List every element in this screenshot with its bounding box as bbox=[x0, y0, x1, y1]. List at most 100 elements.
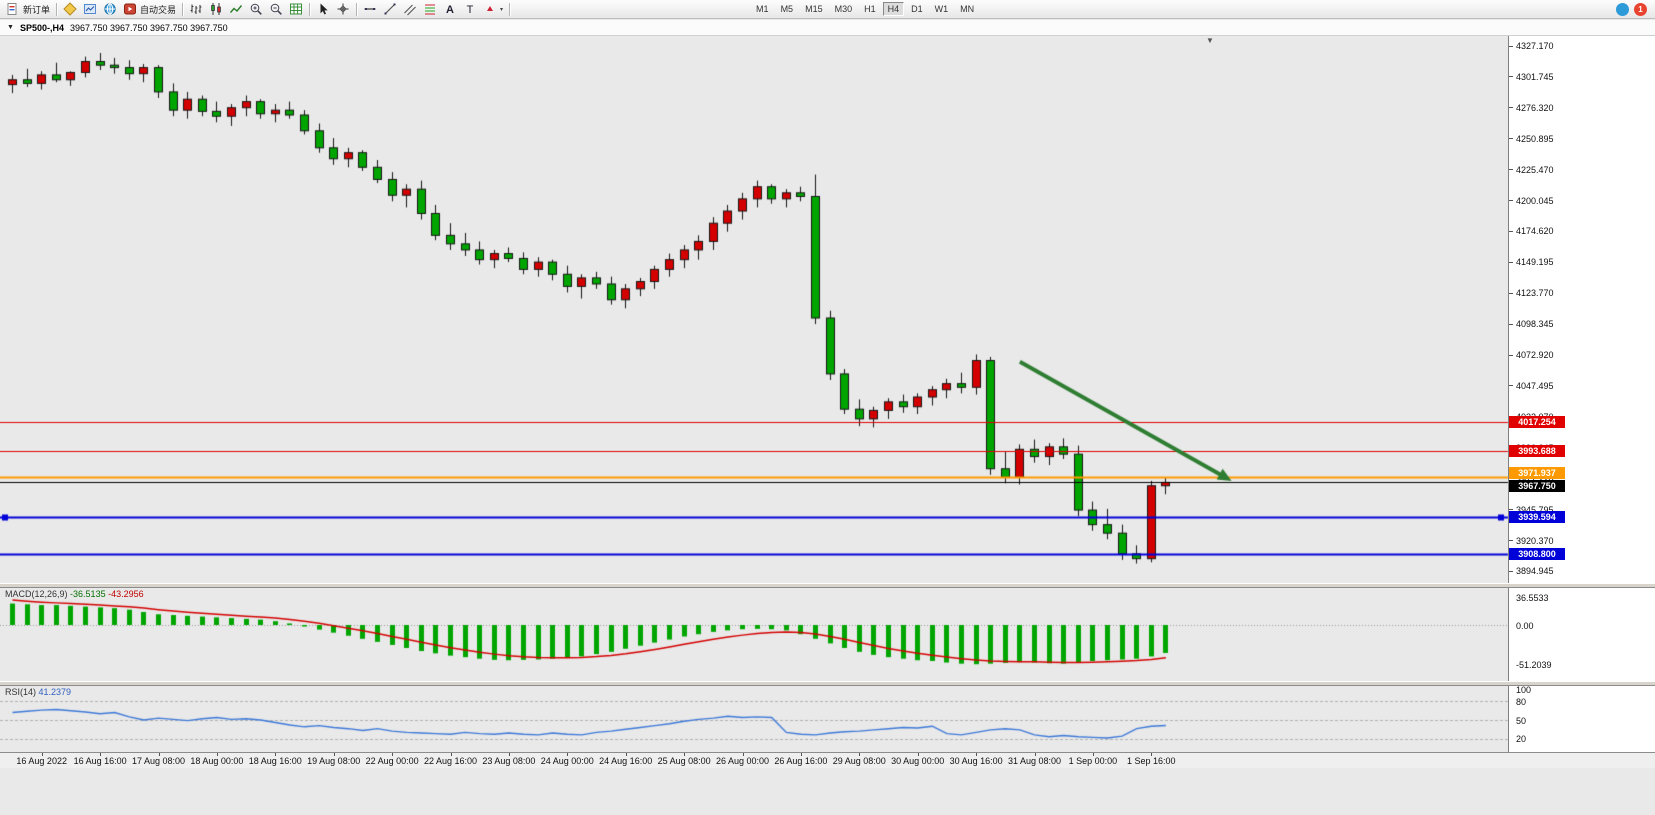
price-axis-label: 3945.795 bbox=[1516, 504, 1554, 515]
macd-indicator-label: MACD(12,26,9) -36.5135 -43.2956 bbox=[5, 589, 144, 599]
price-axis-tick bbox=[1509, 169, 1513, 171]
rsi-indicator-label: RSI(14) 41.2379 bbox=[5, 687, 71, 697]
rsi-axis-label: 80 bbox=[1516, 696, 1527, 707]
timeframe-toolbar: M1 M5 M15 M30 H1 H4 D1 W1 MN bbox=[751, 2, 979, 16]
price-axis-label: 4276.320 bbox=[1516, 102, 1554, 113]
candlestick-icon bbox=[211, 3, 221, 15]
timeframe-button-w1[interactable]: W1 bbox=[930, 2, 954, 16]
toolbar-separator bbox=[56, 2, 58, 16]
chart-window-titlebar[interactable]: ▼ SP500-,H4 3967.750 3967.750 3967.750 3… bbox=[0, 20, 1655, 36]
time-axis-label: 19 Aug 08:00 bbox=[307, 756, 361, 766]
fibonacci-button[interactable] bbox=[420, 1, 440, 18]
price-axis-tick bbox=[1509, 385, 1513, 387]
crosshair-icon bbox=[337, 3, 349, 15]
market-watch-icon bbox=[104, 3, 116, 15]
community-icon[interactable] bbox=[1616, 2, 1629, 16]
zoom-in-button[interactable] bbox=[246, 1, 266, 18]
time-axis-tick bbox=[158, 753, 160, 756]
notifications-icon[interactable]: 1 bbox=[1634, 2, 1647, 16]
time-axis-label: 29 Aug 08:00 bbox=[832, 756, 886, 766]
panel-separator-macd[interactable] bbox=[0, 583, 1655, 588]
macd-label-text: MACD(12,26,9) bbox=[5, 589, 68, 599]
trendline-button[interactable] bbox=[380, 1, 400, 18]
channel-button[interactable] bbox=[400, 1, 420, 18]
time-axis-tick bbox=[1092, 753, 1094, 756]
price-axis-label: 4072.920 bbox=[1516, 350, 1554, 361]
price-axis-label: 4225.470 bbox=[1516, 164, 1554, 175]
toolbar-right-group: 1 bbox=[1616, 2, 1647, 16]
time-axis-tick bbox=[742, 753, 744, 756]
text-label-button[interactable]: T bbox=[460, 1, 480, 18]
time-axis-tick bbox=[508, 753, 510, 756]
time-axis-tick bbox=[392, 753, 394, 756]
time-axis-tick bbox=[450, 753, 452, 756]
new-order-button[interactable]: 新订单 bbox=[3, 1, 53, 18]
timeframe-button-mn[interactable]: MN bbox=[955, 2, 979, 16]
line-chart-view-button[interactable] bbox=[226, 1, 246, 18]
window-menu-icon[interactable]: ▼ bbox=[7, 24, 14, 31]
timeframe-button-m15[interactable]: M15 bbox=[800, 2, 828, 16]
time-axis-tick bbox=[625, 753, 627, 756]
bar-chart-view-button[interactable] bbox=[186, 1, 206, 18]
new-order-label: 新订单 bbox=[23, 4, 51, 15]
market-watch-button[interactable] bbox=[100, 1, 120, 18]
rsi-label-text: RSI(14) bbox=[5, 687, 37, 697]
price-axis-label: 4149.195 bbox=[1516, 257, 1554, 268]
timeframe-button-m1[interactable]: M1 bbox=[751, 2, 774, 16]
price-axis-label: 4047.495 bbox=[1516, 380, 1554, 391]
zoom-out-button[interactable] bbox=[266, 1, 286, 18]
horizontal-line-icon bbox=[364, 8, 376, 10]
new-chart-button[interactable] bbox=[60, 1, 80, 18]
arrow-shape-icon bbox=[487, 6, 494, 11]
timeframe-button-d1[interactable]: D1 bbox=[906, 2, 928, 16]
indicators-button[interactable] bbox=[286, 1, 306, 18]
price-level-tag: 3939.594 bbox=[1509, 510, 1565, 523]
toolbar-separator bbox=[182, 2, 184, 16]
timeframe-button-h4[interactable]: H4 bbox=[882, 2, 905, 16]
timeframe-button-m30[interactable]: M30 bbox=[830, 2, 858, 16]
time-axis-label: 17 Aug 08:00 bbox=[131, 756, 186, 766]
time-axis-label: 26 Aug 00:00 bbox=[715, 756, 770, 766]
toolbar-separator bbox=[509, 2, 511, 16]
time-axis[interactable]: 16 Aug 2022 16 Aug 16:00 17 Aug 08:00 18 Au… bbox=[0, 752, 1655, 768]
cursor-button[interactable] bbox=[313, 1, 333, 18]
price-axis[interactable]: 4327.170 4301.745 4276.320 4250.895 4225.470… bbox=[1508, 36, 1655, 752]
panel-separator-rsi[interactable] bbox=[0, 681, 1655, 686]
price-axis-label: 4200.045 bbox=[1516, 195, 1554, 206]
time-axis-label: 18 Aug 16:00 bbox=[248, 756, 302, 766]
chart-shift-marker[interactable]: ▼ bbox=[1206, 36, 1214, 45]
time-axis-tick bbox=[567, 753, 569, 756]
profiles-button[interactable] bbox=[80, 1, 100, 18]
price-axis-label: 3920.370 bbox=[1516, 535, 1554, 546]
cursor-icon bbox=[320, 3, 328, 15]
price-axis-tick bbox=[1509, 323, 1513, 325]
timeframe-button-m5[interactable]: M5 bbox=[776, 2, 799, 16]
arrows-button[interactable]: ▾ bbox=[480, 1, 506, 18]
time-axis-tick bbox=[41, 753, 43, 756]
time-axis-label: 24 Aug 00:00 bbox=[540, 756, 594, 766]
rsi-axis-label: 50 bbox=[1516, 715, 1527, 726]
price-axis-label: 4250.895 bbox=[1516, 133, 1554, 144]
price-level-tag: 4017.254 bbox=[1509, 416, 1565, 429]
price-axis-tick bbox=[1509, 230, 1513, 232]
crosshair-button[interactable] bbox=[333, 1, 353, 18]
channel-icon bbox=[404, 4, 416, 16]
time-axis-label: 1 Sep 00:00 bbox=[1068, 756, 1118, 766]
macd-axis-label: -51.2039 bbox=[1516, 659, 1552, 670]
price-axis-label: 4123.770 bbox=[1516, 288, 1554, 299]
time-axis-label: 16 Aug 2022 bbox=[16, 756, 67, 766]
svg-text:A: A bbox=[446, 4, 454, 16]
price-axis-tick bbox=[1509, 76, 1513, 78]
timeframe-button-h1[interactable]: H1 bbox=[859, 2, 881, 16]
time-axis-label: 30 Aug 00:00 bbox=[891, 756, 945, 766]
autotrading-button[interactable]: 自动交易 bbox=[120, 1, 179, 18]
horizontal-line-button[interactable] bbox=[360, 1, 380, 18]
zoom-out-icon bbox=[270, 3, 282, 15]
candlestick-view-button[interactable] bbox=[206, 1, 226, 18]
text-button[interactable]: A bbox=[440, 1, 460, 18]
rsi-value: 41.2379 bbox=[38, 687, 72, 697]
current-price-tag: 3967.750 bbox=[1509, 480, 1565, 493]
rsi-axis-label: 100 bbox=[1516, 684, 1532, 695]
